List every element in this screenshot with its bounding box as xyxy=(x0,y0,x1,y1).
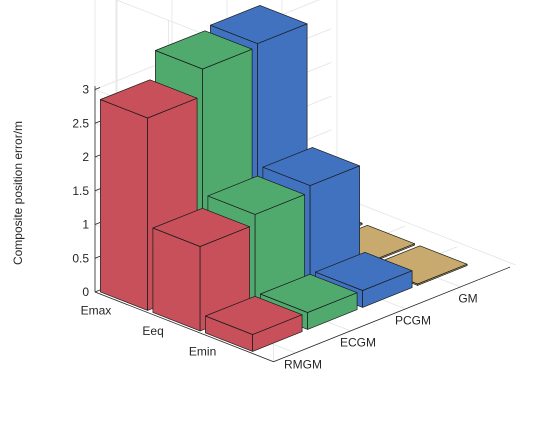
z-tick-mark xyxy=(94,154,101,158)
z-axis-label: Composite position error/m xyxy=(11,121,25,265)
z-tick-mark xyxy=(94,222,101,225)
bar-layer xyxy=(100,5,468,352)
grid-line xyxy=(336,194,516,266)
x-tick-label: GM xyxy=(458,292,477,306)
z-tick-mark xyxy=(94,289,101,293)
y-tick-label: Emax xyxy=(81,303,112,317)
bar-top xyxy=(100,79,198,119)
z-tick-mark xyxy=(94,188,101,192)
z-tick-label: 2 xyxy=(82,150,89,164)
bar-RMGM-Emin xyxy=(205,295,303,352)
z-tick-label: 3 xyxy=(82,83,89,97)
bar-top xyxy=(262,147,360,186)
bar-top xyxy=(155,30,253,70)
bar-side xyxy=(100,99,148,311)
x-tick-label: ECGM xyxy=(340,336,376,350)
bar-top xyxy=(315,251,413,291)
y-tick-label: Emin xyxy=(189,344,216,358)
z-tick-mark xyxy=(94,255,101,259)
y-axis-line xyxy=(94,291,274,363)
axis-layer xyxy=(94,86,511,363)
z-tick-label: 0 xyxy=(82,285,89,299)
bar-top xyxy=(207,175,305,215)
bar-RMGM-Eeq xyxy=(152,207,250,332)
z-tick-label: 2.5 xyxy=(72,116,89,130)
tick-layer: 0 0.5 1 1.5 2 2.5 3 Emax Eeq Emin RMGM ECGM PCGM GM xyxy=(72,83,477,372)
z-tick-label: 1 xyxy=(82,218,89,232)
x-tick-label: RMGM xyxy=(284,358,322,372)
z-tick-label: 0.5 xyxy=(72,251,89,265)
bar-top xyxy=(205,295,303,335)
z-tick-mark xyxy=(94,120,101,124)
bar-top xyxy=(210,5,308,44)
y-tick-label: Eeq xyxy=(142,324,163,338)
bar-top xyxy=(152,207,250,247)
z-tick-label: 1.5 xyxy=(72,184,89,198)
bar-top xyxy=(260,273,358,313)
z-tick-mark xyxy=(94,87,101,90)
x-axis-line xyxy=(273,266,511,363)
x-tick-label: PCGM xyxy=(395,314,431,328)
